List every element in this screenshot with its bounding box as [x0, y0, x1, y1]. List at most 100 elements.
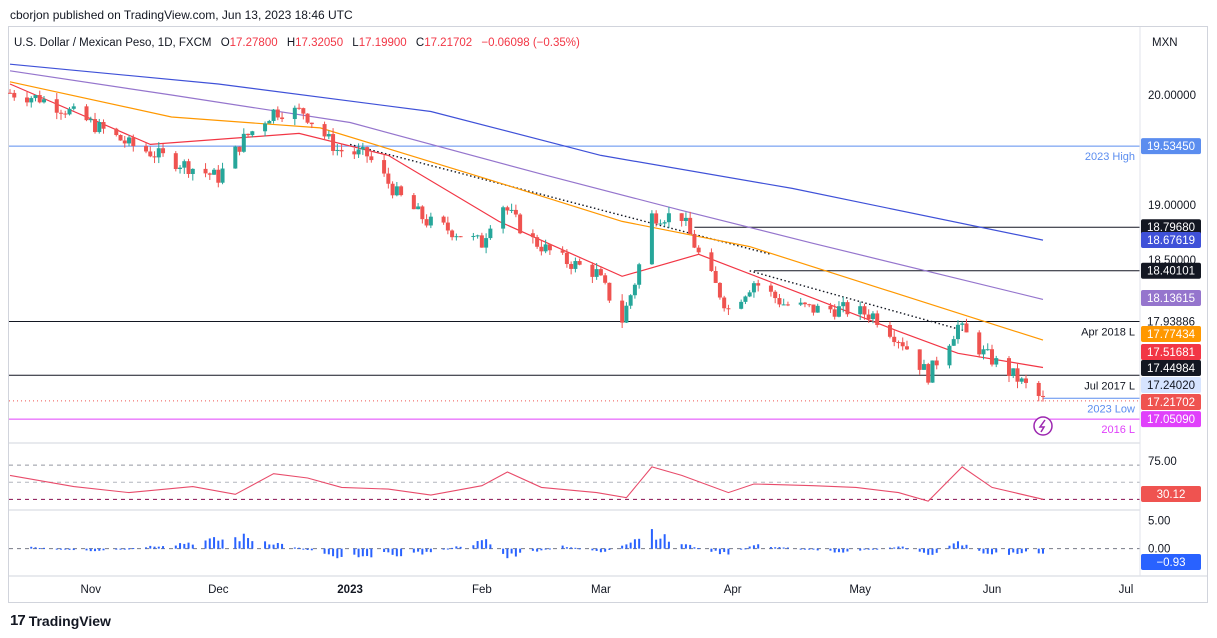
candle-body	[382, 160, 387, 174]
hist-bar	[740, 548, 743, 550]
rsi-value-tag: 30.12	[1157, 489, 1186, 501]
legend-line: U.S. Dollar / Mexican Peso, 1D, FXCM O17…	[14, 37, 580, 49]
candle-body	[513, 209, 518, 215]
hist-bar	[757, 544, 760, 549]
candle-body	[339, 149, 344, 152]
tradingview-logo[interactable]: 17 TradingView	[10, 612, 111, 629]
candle-body	[841, 302, 846, 307]
hist-bar	[115, 548, 118, 550]
hist-bar	[429, 548, 432, 553]
hist-bar	[476, 541, 479, 549]
hist-value-tag: −0.93	[1156, 557, 1185, 569]
candle-body	[896, 342, 901, 344]
hist-bar	[995, 548, 998, 553]
time-tick-label: Apr	[724, 584, 742, 596]
hist-bar	[978, 548, 981, 551]
hist-bar	[357, 548, 360, 558]
candle-body	[394, 186, 399, 196]
candle-body	[305, 113, 310, 123]
rsi-pane: 75.00	[9, 456, 1177, 502]
hist-bar	[204, 540, 207, 549]
hist-bar	[446, 548, 449, 550]
legend-low-label: L	[352, 37, 359, 49]
candle-body	[441, 216, 446, 223]
candle-body	[237, 146, 242, 152]
level-label: 2016 L	[1101, 424, 1135, 436]
candle-body	[101, 122, 106, 129]
hist-bar	[986, 548, 989, 554]
candle-body	[739, 301, 744, 309]
hist-tick-label: 0.00	[1148, 544, 1170, 556]
hist-bar	[786, 547, 789, 549]
time-tick-label: Nov	[81, 584, 102, 596]
currency-label: MXN	[1152, 37, 1178, 49]
trendline	[349, 143, 772, 256]
candle-body	[866, 314, 871, 320]
candle-body	[148, 151, 153, 157]
hist-bar	[982, 548, 985, 554]
hist-bar	[778, 547, 781, 549]
candle-body	[777, 298, 782, 305]
hist-bar	[1042, 548, 1044, 554]
hist-bar	[247, 538, 250, 549]
level-price-tag: 18.79680	[1147, 222, 1195, 234]
legend-high-label: H	[287, 37, 295, 49]
candle-body	[658, 223, 663, 225]
hist-bar	[281, 543, 284, 549]
candle-body	[29, 98, 34, 103]
candle-body	[904, 346, 909, 350]
candle-body	[509, 209, 514, 211]
candle-body	[399, 186, 404, 196]
candle-body	[356, 149, 361, 155]
ma-price-tag: 17.51681	[1147, 347, 1195, 359]
hist-bar	[400, 548, 403, 557]
hist-bar	[595, 548, 598, 551]
time-tick-label: Jul	[1119, 584, 1134, 596]
hist-bar	[60, 548, 63, 550]
hist-bar	[336, 548, 339, 559]
event-flag-icon[interactable]	[1033, 416, 1053, 436]
candle-body	[207, 173, 212, 175]
hist-bar	[1012, 548, 1015, 553]
candle-body	[420, 206, 425, 220]
hist-bar	[276, 542, 279, 549]
candle-body	[454, 236, 459, 238]
hist-bar	[922, 548, 925, 553]
hist-bar	[863, 548, 866, 550]
hist-bar	[782, 547, 785, 549]
level-price-tag-bg	[1141, 360, 1201, 376]
hist-bar	[829, 548, 832, 551]
hist-bar	[323, 548, 326, 554]
hist-bar	[34, 547, 37, 549]
candle-body	[33, 95, 38, 99]
hist-bar	[268, 544, 271, 549]
candle-body	[603, 275, 608, 283]
level-price-tag: 17.05090	[1147, 414, 1195, 426]
histogram-pane: 5.00 0.00	[9, 515, 1170, 559]
hist-bar	[332, 548, 335, 557]
hist-bar	[1020, 548, 1023, 554]
candle-body	[785, 304, 790, 306]
hist-bar	[803, 548, 806, 550]
candle-body	[479, 235, 484, 248]
hist-bar	[901, 546, 904, 549]
hist-bar	[264, 541, 267, 549]
hist-bar	[833, 548, 836, 553]
ma-price-tag: 18.13615	[1147, 293, 1195, 305]
hist-bar	[710, 548, 713, 552]
level-price-tag-bg	[1141, 138, 1201, 155]
hist-bar	[965, 544, 968, 549]
hist-bar	[655, 539, 658, 549]
candle-body	[598, 269, 603, 276]
candle-body	[25, 97, 30, 103]
candle-body	[632, 284, 637, 296]
candle-body	[122, 140, 127, 144]
ma-price-tag-bg	[1141, 232, 1201, 248]
candle-body	[212, 169, 217, 175]
hist-bar	[451, 547, 454, 549]
moving-averages	[9, 63, 1044, 369]
hist-bar	[174, 545, 177, 549]
hist-bar	[718, 548, 721, 555]
hist-bar	[119, 548, 122, 550]
